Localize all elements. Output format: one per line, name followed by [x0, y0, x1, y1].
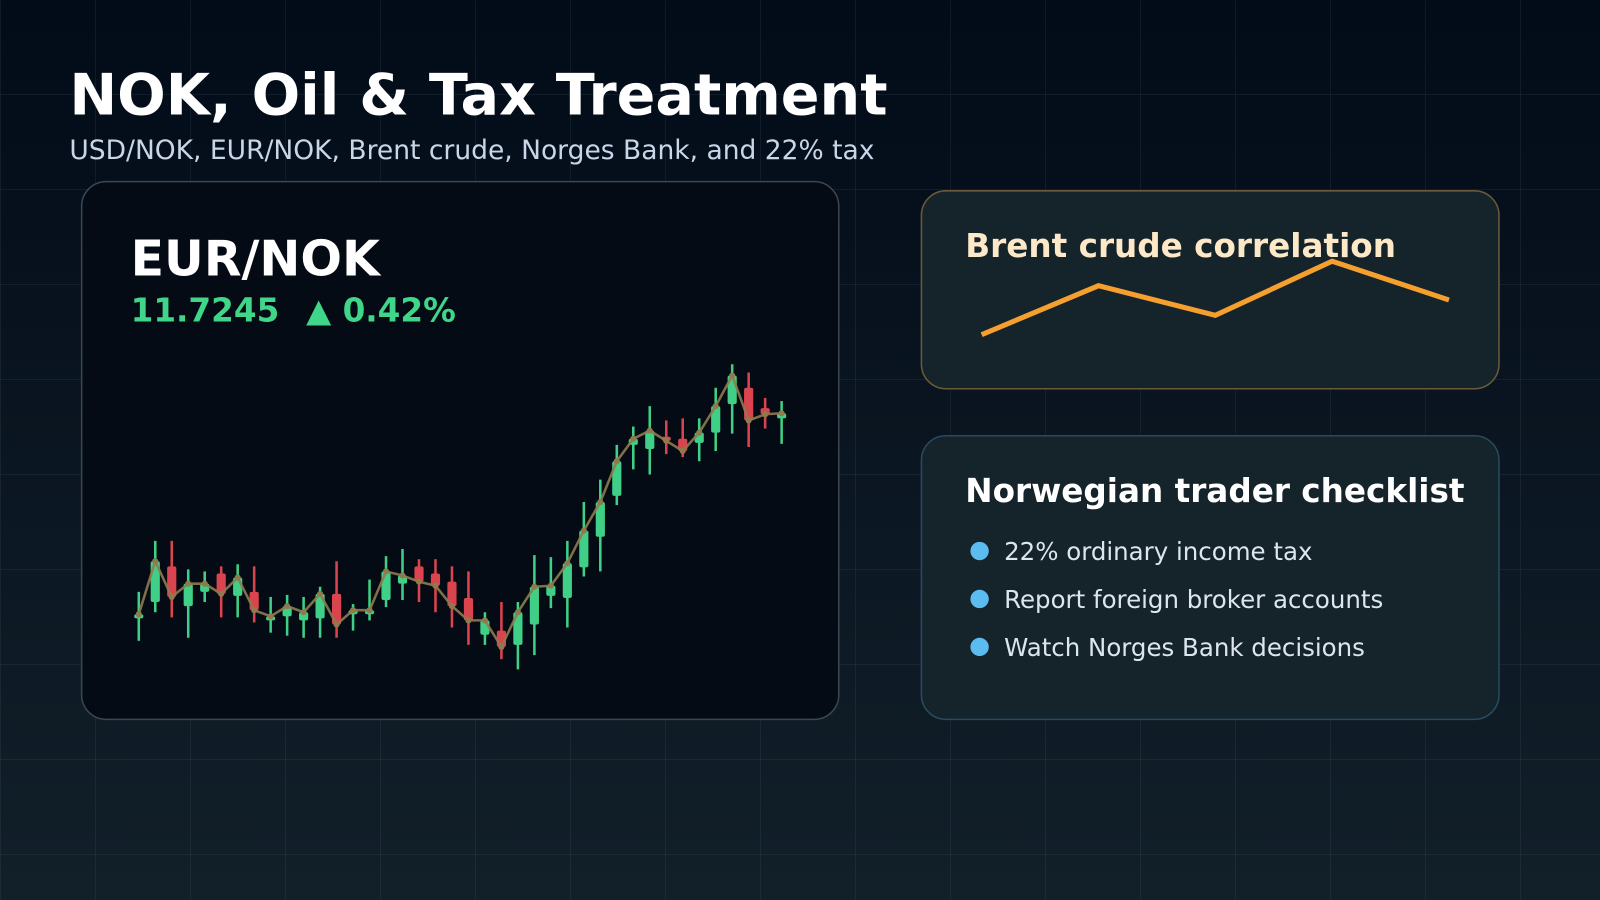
close-dot [778, 410, 785, 417]
page-title: NOK, Oil & Tax Treatment [69, 62, 887, 128]
candle-body [595, 502, 605, 537]
close-dot [498, 643, 505, 650]
candle-body [744, 387, 754, 421]
candle-body [645, 430, 655, 449]
close-dot [597, 498, 604, 506]
close-dot [481, 617, 488, 624]
close-dot [201, 580, 208, 587]
page-subtitle: USD/NOK, EUR/NOK, Brent crude, Norges Ba… [69, 135, 874, 166]
candle-body [513, 612, 523, 645]
brent-line [980, 258, 1450, 338]
close-dot [218, 590, 225, 597]
close-dot [168, 593, 175, 600]
close-dot [679, 447, 686, 455]
close-dot [185, 580, 192, 587]
checklist-title: Norwegian trader checklist [965, 472, 1464, 510]
close-dot [696, 429, 703, 436]
close-dot [745, 417, 752, 424]
candle-body [529, 586, 539, 625]
close-dot [547, 582, 554, 589]
ticker-price: 11.7245 [131, 291, 280, 329]
checklist-bullet [970, 589, 989, 609]
chart-card [80, 180, 840, 721]
checklist-item: Report foreign broker accounts [1004, 585, 1383, 614]
ticker-change: ▲ 0.42% [306, 291, 456, 329]
close-line [137, 374, 782, 649]
close-dot [284, 603, 291, 610]
close-dot [564, 560, 571, 567]
close-dot [382, 568, 390, 575]
checklist-bullet [970, 637, 989, 657]
candle-body [711, 406, 721, 433]
close-dot [580, 527, 587, 534]
candle-body [183, 583, 193, 607]
candle-body [546, 585, 556, 596]
close-dot [350, 607, 357, 614]
close-dot [267, 613, 274, 620]
close-dot [415, 578, 423, 585]
checklist: 22% ordinary income tax Report foreign br… [970, 537, 1383, 662]
candle-body [216, 573, 226, 594]
close-dot [729, 372, 736, 379]
close-dot [663, 437, 670, 444]
candle-body [331, 593, 342, 625]
close-dot [465, 617, 472, 624]
candle-body [463, 597, 474, 621]
candlestick-chart [134, 364, 787, 670]
close-dot [646, 427, 653, 434]
brent-card [920, 190, 1500, 390]
close-dot [514, 609, 521, 616]
brent-title: Brent crude correlation [965, 227, 1396, 265]
close-dot [251, 607, 258, 614]
close-dot [135, 611, 142, 618]
candle-body [381, 571, 391, 600]
close-dot [317, 590, 324, 597]
ticker-symbol: EUR/NOK [131, 231, 382, 288]
close-dot [613, 458, 620, 465]
candle-body [579, 530, 589, 568]
checklist-card [920, 434, 1500, 721]
close-dot [762, 411, 769, 418]
candle-body [414, 566, 424, 582]
close-dot [399, 572, 406, 579]
close-dot [531, 583, 538, 590]
checklist-item: Watch Norges Bank decisions [1004, 633, 1365, 662]
close-dot [448, 603, 456, 610]
checklist-item: 22% ordinary income tax [1004, 537, 1312, 566]
candle-body [447, 581, 457, 607]
candle-body [562, 563, 572, 598]
close-dot [152, 558, 159, 565]
close-dot [630, 435, 637, 442]
close-dot [432, 582, 439, 589]
close-dot [300, 609, 307, 616]
close-dot [712, 403, 719, 410]
checklist-bullet [970, 541, 989, 561]
close-dot [234, 574, 241, 581]
brent-chart [980, 258, 1450, 338]
candle-body [299, 612, 309, 621]
close-dot [366, 607, 373, 614]
close-dot [333, 621, 340, 628]
candle-body [430, 573, 441, 586]
